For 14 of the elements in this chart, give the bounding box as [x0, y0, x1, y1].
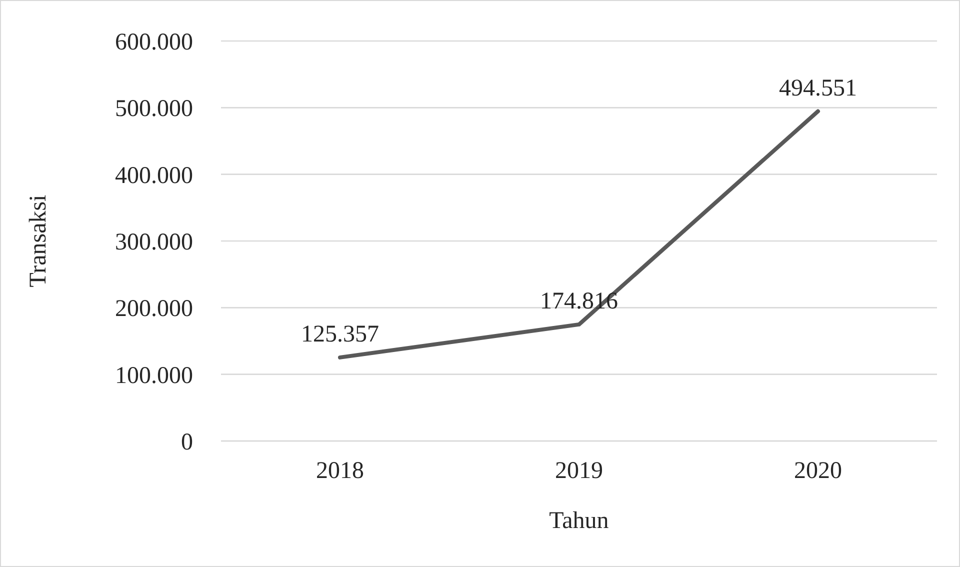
y-tick-label: 0 — [181, 430, 193, 456]
x-tick-label: 2020 — [794, 458, 842, 484]
x-tick-label: 2019 — [555, 458, 603, 484]
x-tick-label: 2018 — [316, 458, 364, 484]
y-tick-label: 300.000 — [115, 230, 193, 256]
y-tick-label: 400.000 — [115, 162, 193, 189]
data-label: 125.357 — [301, 321, 379, 348]
y-tick-label: 600.000 — [115, 30, 193, 56]
y-tick-label: 500.000 — [115, 96, 193, 122]
x-axis-title: Tahun — [549, 508, 609, 534]
data-label: 494.551 — [779, 75, 857, 102]
y-tick-label: 100.000 — [115, 362, 193, 389]
y-axis-title: Transaksi — [26, 194, 52, 288]
y-tick-label: 200.000 — [115, 296, 193, 322]
